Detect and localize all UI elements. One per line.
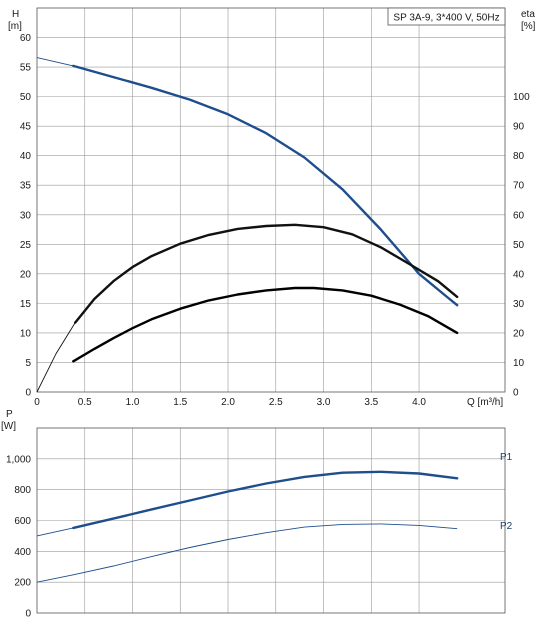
efficiency-curve-line [36,224,458,393]
x-tick-label: 2.5 [269,397,283,408]
y-left-tick-label: 35 [20,181,32,192]
p1-curve-line [36,471,458,537]
power-grid [36,427,506,614]
p1-series-label: P1 [500,452,513,463]
y-power-tick-label: 800 [14,485,31,496]
y-left-axis-unit: [m] [8,21,22,32]
y-left-tick-label: 30 [20,210,32,221]
chart-title-box [387,7,506,26]
y-power-axis-label: P [6,409,13,420]
x-tick-label: 1.0 [126,397,140,408]
x-tick-label: 0 [34,397,40,408]
y-left-tick-label: 25 [20,240,32,251]
head-efficiency-grid [36,7,506,393]
y-power-tick-label: 600 [14,516,31,527]
y-power-tick-label: 400 [14,547,31,558]
y-right-axis-label: eta [521,9,535,20]
x-tick-label: 4.0 [412,397,426,408]
y-left-tick-label: 20 [20,269,32,280]
y-right-tick-label: 60 [513,210,525,221]
x-axis-label: Q [m³/h] [467,397,503,408]
head-curve-line [36,57,458,306]
y-right-tick-label: 100 [513,92,530,103]
p1-curve-line-operating [72,470,459,530]
y-right-tick-label: 10 [513,358,525,369]
x-tick-label: 3.0 [317,397,331,408]
x-tick-label: 2.0 [221,397,235,408]
y-right-tick-label: 90 [513,122,525,133]
bottom-plot-frame [36,427,506,614]
y-left-tick-label: 55 [20,63,32,74]
y-power-tick-label: 1,000 [6,454,31,465]
y-left-tick-label: 60 [20,33,32,44]
y-right-tick-label: 40 [513,269,525,280]
y-power-tick-label: 0 [25,609,31,620]
x-tick-label: 3.5 [364,397,378,408]
y-left-tick-label: 10 [20,328,32,339]
y-right-tick-label: 0 [513,388,519,399]
y-left-tick-label: 5 [25,358,31,369]
power-series [36,470,459,583]
y-right-tick-label: 50 [513,240,525,251]
y-left-tick-label: 45 [20,122,32,133]
chart-labels: 0 0.5 1.0 1.5 2.0 2.5 3.0 3.5 4.0 0 5 10 15 20 25 30 35 4… [1,9,536,620]
x-tick-label: 1.5 [173,397,187,408]
efficiency-curve-line-operating [74,223,459,324]
y-right-tick-label: 20 [513,328,525,339]
y-right-tick-label: 80 [513,151,525,162]
y-power-axis-unit: [W] [1,421,16,432]
head-efficiency-series [36,57,459,393]
chart-title: SP 3A-9, 3*400 V, 50Hz [393,13,499,24]
p2-series-label: P2 [500,521,513,532]
y-power-tick-label: 200 [14,578,31,589]
y-left-axis-label: H [12,9,19,20]
y-left-tick-label: 40 [20,151,32,162]
curve-3-line [73,287,458,362]
x-tick-label: 0.5 [78,397,92,408]
y-right-tick-label: 30 [513,299,525,310]
head-curve-line-operating [72,64,459,307]
y-left-tick-label: 15 [20,299,32,310]
y-right-tick-label: 70 [513,181,525,192]
curve-3-line-operating [72,286,459,363]
y-left-tick-label: 0 [25,388,31,399]
p2-curve-line [36,523,458,583]
top-plot-frame [36,7,506,393]
y-left-tick-label: 50 [20,92,32,103]
y-right-axis-unit: [%] [521,21,536,32]
